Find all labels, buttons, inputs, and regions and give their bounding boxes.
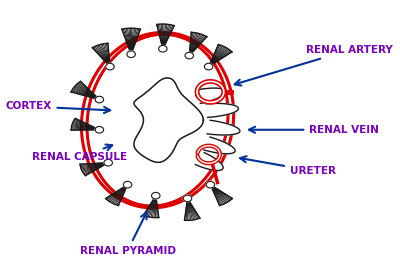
Circle shape bbox=[123, 181, 132, 188]
Text: RENAL VEIN: RENAL VEIN bbox=[249, 125, 379, 135]
Circle shape bbox=[106, 63, 114, 70]
Text: RENAL ARTERY: RENAL ARTERY bbox=[235, 45, 392, 86]
Circle shape bbox=[183, 195, 192, 202]
Text: URETER: URETER bbox=[240, 156, 336, 176]
Circle shape bbox=[127, 51, 135, 57]
Circle shape bbox=[104, 160, 112, 166]
Circle shape bbox=[95, 126, 104, 133]
Circle shape bbox=[152, 192, 160, 199]
Text: RENAL CAPSULE: RENAL CAPSULE bbox=[32, 145, 128, 162]
Polygon shape bbox=[204, 137, 235, 154]
Polygon shape bbox=[196, 88, 225, 104]
Circle shape bbox=[95, 96, 104, 103]
Circle shape bbox=[206, 181, 215, 188]
Circle shape bbox=[185, 52, 194, 59]
Text: RENAL PYRAMID: RENAL PYRAMID bbox=[80, 213, 176, 256]
Polygon shape bbox=[80, 33, 236, 208]
Polygon shape bbox=[196, 153, 223, 171]
Polygon shape bbox=[134, 78, 203, 162]
Polygon shape bbox=[207, 120, 240, 135]
Polygon shape bbox=[206, 104, 238, 117]
Circle shape bbox=[204, 63, 213, 70]
Polygon shape bbox=[90, 37, 225, 204]
Text: CORTEX: CORTEX bbox=[6, 101, 110, 113]
Circle shape bbox=[159, 46, 167, 52]
